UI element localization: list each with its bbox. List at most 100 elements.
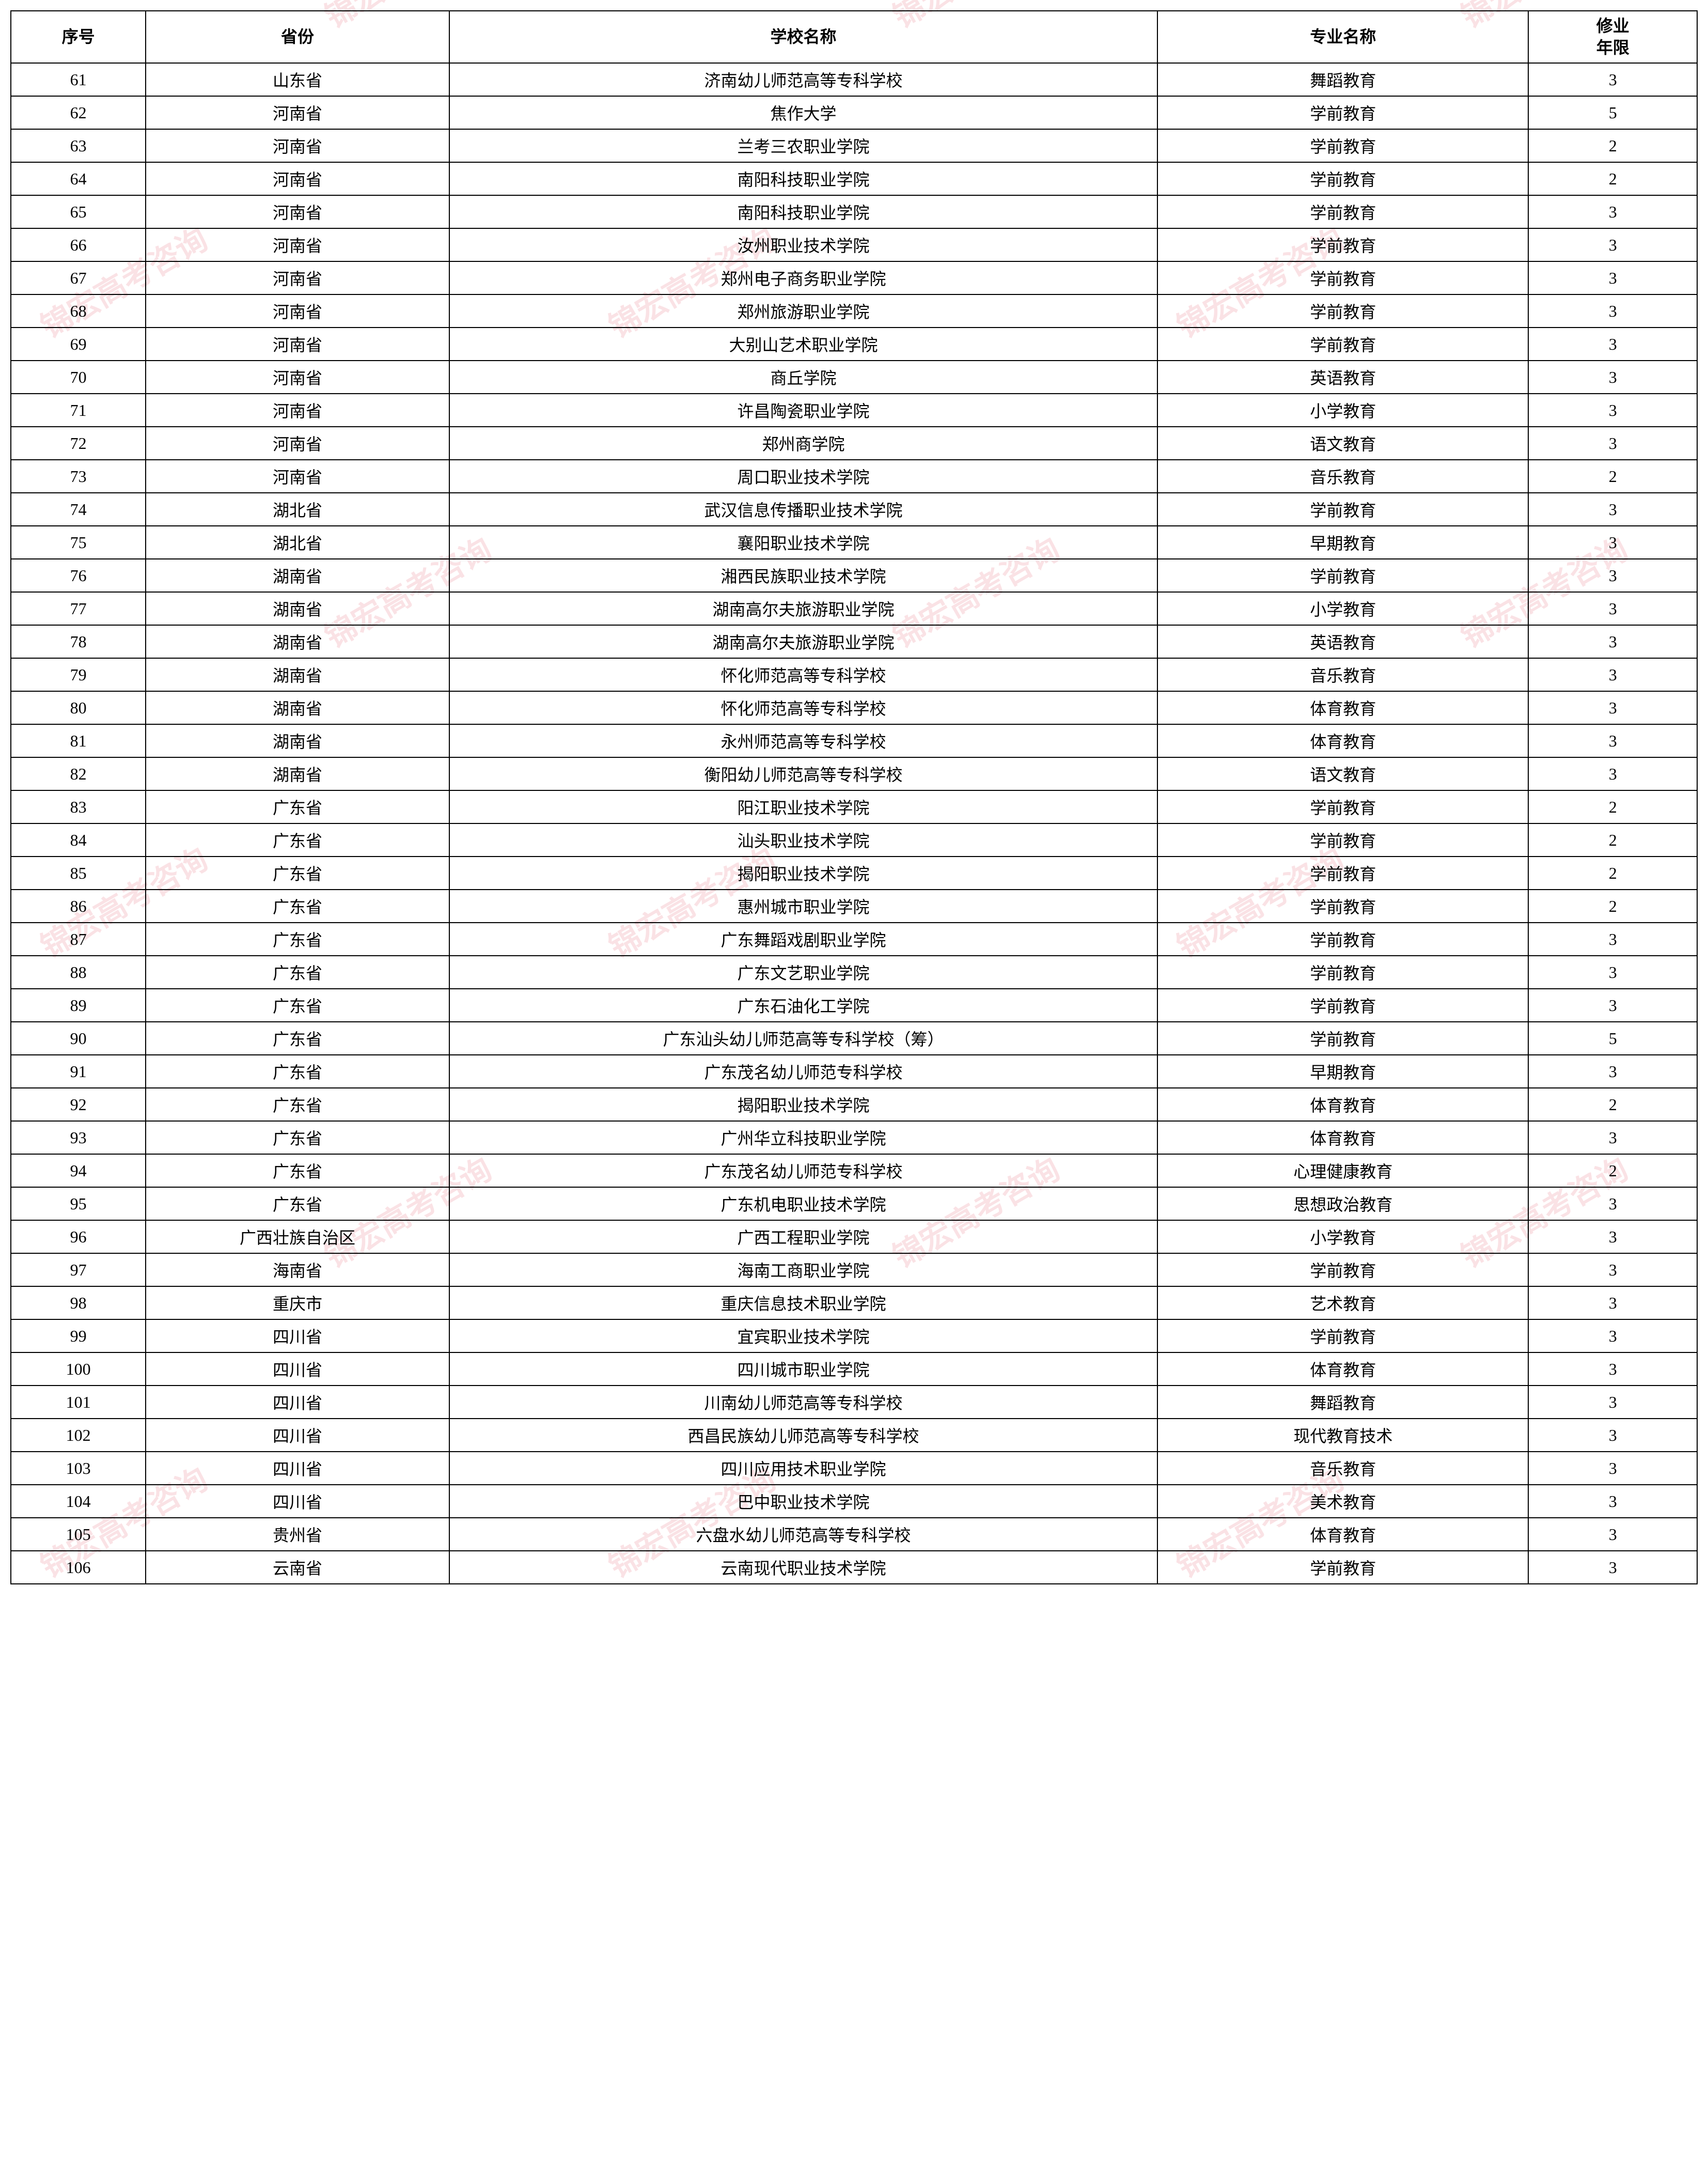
table-cell: 67 — [11, 261, 146, 294]
table-row: 80湖南省怀化师范高等专科学校体育教育3 — [11, 691, 1697, 724]
table-cell: 93 — [11, 1121, 146, 1154]
table-row: 106云南省云南现代职业技术学院学前教育3 — [11, 1551, 1697, 1584]
table-cell: 英语教育 — [1157, 361, 1528, 394]
table-cell: 河南省 — [146, 328, 449, 361]
table-cell: 学前教育 — [1157, 228, 1528, 261]
table-cell: 兰考三农职业学院 — [449, 129, 1157, 162]
table-cell: 70 — [11, 361, 146, 394]
table-cell: 舞蹈教育 — [1157, 63, 1528, 96]
table-row: 84广东省汕头职业技术学院学前教育2 — [11, 823, 1697, 857]
table-cell: 河南省 — [146, 129, 449, 162]
table-cell: 3 — [1528, 1253, 1697, 1286]
table-cell: 69 — [11, 328, 146, 361]
table-cell: 湖南高尔夫旅游职业学院 — [449, 625, 1157, 658]
table-cell: 许昌陶瓷职业学院 — [449, 394, 1157, 427]
table-row: 66河南省汝州职业技术学院学前教育3 — [11, 228, 1697, 261]
table-cell: 海南工商职业学院 — [449, 1253, 1157, 1286]
table-cell: 3 — [1528, 1187, 1697, 1220]
table-row: 94广东省广东茂名幼儿师范专科学校心理健康教育2 — [11, 1154, 1697, 1187]
table-cell: 74 — [11, 493, 146, 526]
table-row: 92广东省揭阳职业技术学院体育教育2 — [11, 1088, 1697, 1121]
table-cell: 学前教育 — [1157, 989, 1528, 1022]
table-cell: 76 — [11, 559, 146, 592]
table-cell: 体育教育 — [1157, 691, 1528, 724]
table-cell: 湖北省 — [146, 526, 449, 559]
table-cell: 河南省 — [146, 361, 449, 394]
table-row: 76湖南省湘西民族职业技术学院学前教育3 — [11, 559, 1697, 592]
table-cell: 83 — [11, 790, 146, 823]
table-cell: 学前教育 — [1157, 1551, 1528, 1584]
table-row: 85广东省揭阳职业技术学院学前教育2 — [11, 857, 1697, 890]
table-cell: 汕头职业技术学院 — [449, 823, 1157, 857]
table-cell: 3 — [1528, 956, 1697, 989]
table-cell: 学前教育 — [1157, 261, 1528, 294]
table-cell: 周口职业技术学院 — [449, 460, 1157, 493]
table-cell: 2 — [1528, 857, 1697, 890]
table-cell: 河南省 — [146, 394, 449, 427]
table-cell: 79 — [11, 658, 146, 691]
table-cell: 2 — [1528, 129, 1697, 162]
table-cell: 学前教育 — [1157, 129, 1528, 162]
table-row: 71河南省许昌陶瓷职业学院小学教育3 — [11, 394, 1697, 427]
table-cell: 97 — [11, 1253, 146, 1286]
table-cell: 80 — [11, 691, 146, 724]
table-cell: 广东茂名幼儿师范专科学校 — [449, 1055, 1157, 1088]
table-cell: 学前教育 — [1157, 923, 1528, 956]
table-cell: 广东汕头幼儿师范高等专科学校（筹） — [449, 1022, 1157, 1055]
table-cell: 学前教育 — [1157, 1253, 1528, 1286]
table-row: 93广东省广州华立科技职业学院体育教育3 — [11, 1121, 1697, 1154]
table-row: 77湖南省湖南高尔夫旅游职业学院小学教育3 — [11, 592, 1697, 625]
table-cell: 学前教育 — [1157, 294, 1528, 328]
table-cell: 学前教育 — [1157, 328, 1528, 361]
table-row: 99四川省宜宾职业技术学院学前教育3 — [11, 1319, 1697, 1352]
table-row: 69河南省大别山艺术职业学院学前教育3 — [11, 328, 1697, 361]
table-row: 96广西壮族自治区广西工程职业学院小学教育3 — [11, 1220, 1697, 1253]
table-cell: 68 — [11, 294, 146, 328]
table-row: 104四川省巴中职业技术学院美术教育3 — [11, 1485, 1697, 1518]
table-cell: 89 — [11, 989, 146, 1022]
table-cell: 3 — [1528, 526, 1697, 559]
table-cell: 小学教育 — [1157, 592, 1528, 625]
table-cell: 河南省 — [146, 162, 449, 195]
table-cell: 学前教育 — [1157, 790, 1528, 823]
table-cell: 河南省 — [146, 294, 449, 328]
table-cell: 102 — [11, 1419, 146, 1452]
table-cell: 86 — [11, 890, 146, 923]
table-cell: 大别山艺术职业学院 — [449, 328, 1157, 361]
header-school: 学校名称 — [449, 11, 1157, 63]
table-cell: 四川应用技术职业学院 — [449, 1452, 1157, 1485]
table-row: 100四川省四川城市职业学院体育教育3 — [11, 1352, 1697, 1386]
table-cell: 85 — [11, 857, 146, 890]
table-cell: 湖南高尔夫旅游职业学院 — [449, 592, 1157, 625]
table-cell: 学前教育 — [1157, 890, 1528, 923]
table-cell: 3 — [1528, 691, 1697, 724]
table-cell: 106 — [11, 1551, 146, 1584]
table-row: 61山东省济南幼儿师范高等专科学校舞蹈教育3 — [11, 63, 1697, 96]
table-cell: 广东省 — [146, 989, 449, 1022]
table-cell: 广东省 — [146, 790, 449, 823]
table-row: 88广东省广东文艺职业学院学前教育3 — [11, 956, 1697, 989]
table-row: 78湖南省湖南高尔夫旅游职业学院英语教育3 — [11, 625, 1697, 658]
education-programs-table: 序号 省份 学校名称 专业名称 修业年限 61山东省济南幼儿师范高等专科学校舞蹈… — [10, 10, 1698, 1584]
table-cell: 广东机电职业技术学院 — [449, 1187, 1157, 1220]
table-row: 90广东省广东汕头幼儿师范高等专科学校（筹）学前教育5 — [11, 1022, 1697, 1055]
table-cell: 3 — [1528, 1352, 1697, 1386]
table-cell: 小学教育 — [1157, 394, 1528, 427]
table-cell: 95 — [11, 1187, 146, 1220]
table-cell: 3 — [1528, 625, 1697, 658]
table-cell: 3 — [1528, 1452, 1697, 1485]
table-cell: 3 — [1528, 493, 1697, 526]
table-cell: 96 — [11, 1220, 146, 1253]
table-cell: 湖南省 — [146, 559, 449, 592]
table-cell: 3 — [1528, 1286, 1697, 1319]
table-cell: 66 — [11, 228, 146, 261]
table-cell: 3 — [1528, 1518, 1697, 1551]
table-cell: 湖南省 — [146, 658, 449, 691]
table-cell: 72 — [11, 427, 146, 460]
table-cell: 3 — [1528, 294, 1697, 328]
table-cell: 广东省 — [146, 1154, 449, 1187]
table-row: 70河南省商丘学院英语教育3 — [11, 361, 1697, 394]
table-cell: 怀化师范高等专科学校 — [449, 658, 1157, 691]
table-cell: 揭阳职业技术学院 — [449, 857, 1157, 890]
table-cell: 103 — [11, 1452, 146, 1485]
